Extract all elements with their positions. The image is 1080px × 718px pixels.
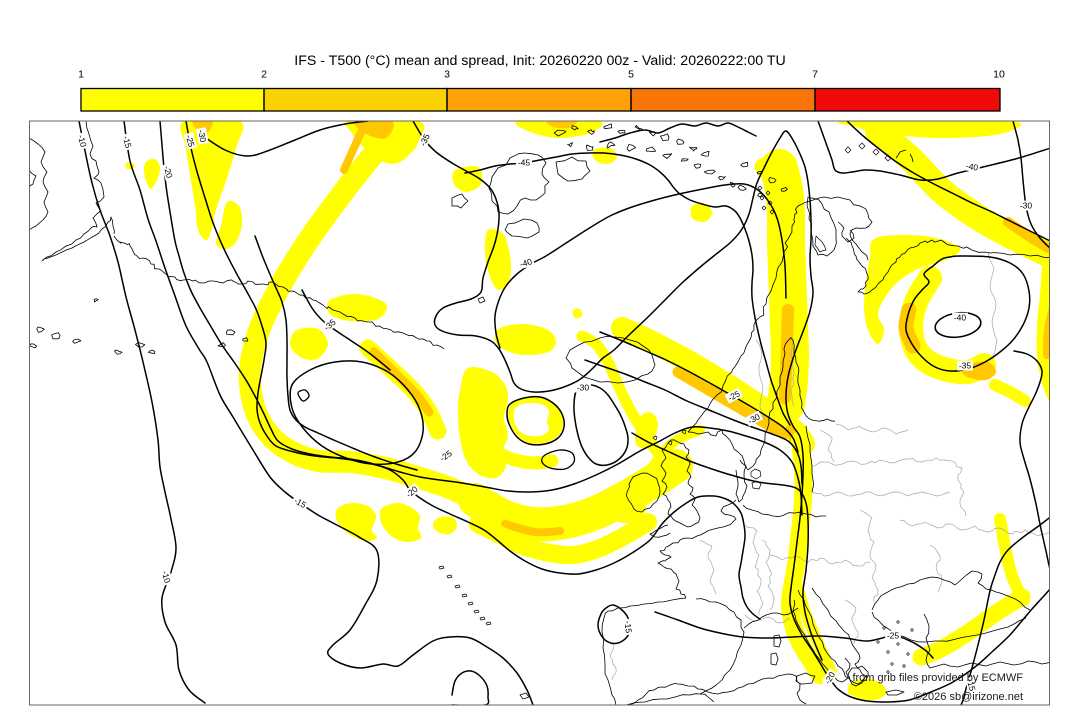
svg-text:-35: -35 bbox=[959, 361, 972, 371]
svg-text:from grib files provided by EC: from grib files provided by ECMWF bbox=[852, 672, 1023, 684]
svg-text:3: 3 bbox=[444, 69, 450, 81]
svg-text:-40: -40 bbox=[954, 313, 967, 323]
svg-text:©2026 sb@irizone.net: ©2026 sb@irizone.net bbox=[914, 691, 1023, 703]
svg-text:-10: -10 bbox=[76, 134, 89, 149]
svg-text:IFS - T500 (°C) mean and sprea: IFS - T500 (°C) mean and spread, Init: 2… bbox=[294, 53, 786, 69]
svg-text:-15: -15 bbox=[121, 135, 134, 150]
svg-text:-35: -35 bbox=[418, 132, 432, 148]
svg-text:7: 7 bbox=[812, 69, 818, 81]
svg-text:-30: -30 bbox=[1020, 201, 1033, 211]
svg-text:-30: -30 bbox=[577, 383, 590, 393]
svg-text:-30: -30 bbox=[196, 129, 208, 143]
svg-text:2: 2 bbox=[261, 69, 267, 81]
svg-text:-40: -40 bbox=[965, 161, 979, 173]
svg-text:-45: -45 bbox=[518, 158, 531, 168]
svg-text:-10: -10 bbox=[160, 570, 173, 585]
svg-text:-15: -15 bbox=[623, 620, 634, 633]
svg-text:-40: -40 bbox=[519, 256, 534, 269]
svg-text:-25: -25 bbox=[887, 631, 900, 641]
svg-text:1: 1 bbox=[78, 69, 84, 81]
svg-text:-20: -20 bbox=[162, 165, 175, 180]
svg-text:10: 10 bbox=[993, 69, 1005, 81]
svg-text:5: 5 bbox=[628, 69, 634, 81]
svg-text:-25: -25 bbox=[184, 134, 197, 149]
svg-text:-15: -15 bbox=[965, 678, 978, 693]
